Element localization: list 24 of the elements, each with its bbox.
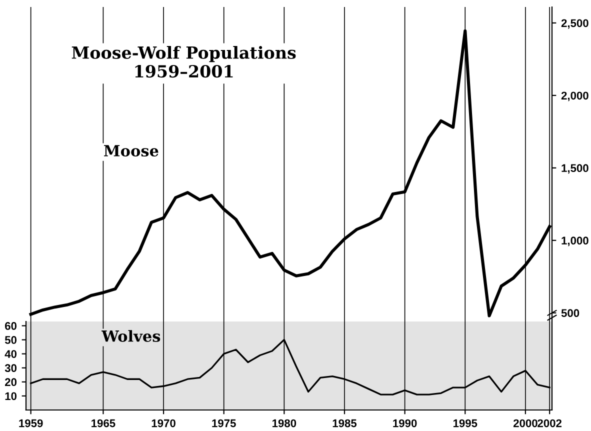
x-tick-label: 2002 bbox=[538, 419, 562, 428]
text: Moose bbox=[104, 145, 158, 157]
text: Moose-Wolf Populations 1959–2001 bbox=[72, 46, 296, 78]
y-tick-label: 40 bbox=[4, 350, 17, 358]
y-tick-label: 60 bbox=[5, 322, 17, 330]
x-tick-label: 1970 bbox=[152, 419, 176, 428]
y-tick-label: 10 bbox=[5, 392, 17, 400]
y2-tick-label: 1,000 bbox=[562, 236, 588, 246]
y-tick-label: 20 bbox=[5, 378, 17, 386]
y2-tick-label: 500 bbox=[561, 309, 580, 318]
y-tick-label: 50 bbox=[4, 336, 17, 344]
x-tick-label: 1975 bbox=[212, 419, 236, 428]
x-tick-label: 1990 bbox=[393, 419, 417, 428]
series-label: Wolves bbox=[102, 330, 160, 342]
x-tick-label: 1980 bbox=[272, 419, 296, 428]
x-tick-label: 1965 bbox=[92, 419, 116, 428]
x-tick-label: 1995 bbox=[453, 419, 478, 428]
y2-tick-label: 2,000 bbox=[561, 92, 588, 102]
y-tick-label: 30 bbox=[4, 364, 17, 372]
y2-tick-label: 1,500 bbox=[562, 164, 588, 174]
x-tick-label: 1959 bbox=[19, 419, 43, 428]
x-tick-label: 1985 bbox=[332, 419, 357, 428]
x-tick-label: 2000 bbox=[513, 419, 538, 428]
y2-tick-label: 2,500 bbox=[561, 19, 588, 29]
